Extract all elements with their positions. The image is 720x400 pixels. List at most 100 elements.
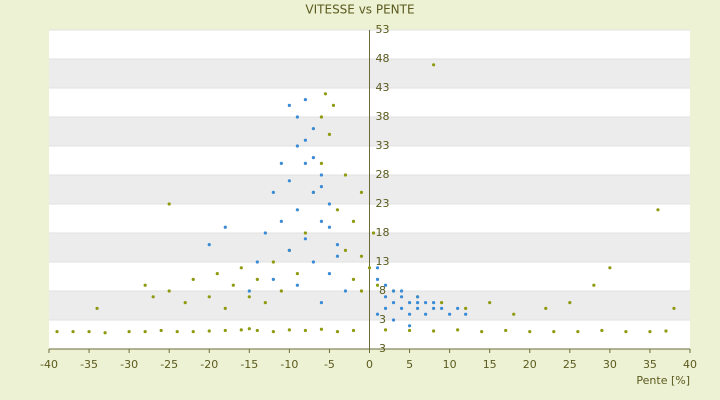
point [331, 103, 336, 107]
point [440, 306, 444, 310]
point [287, 179, 291, 183]
point [327, 272, 332, 276]
point [335, 208, 340, 212]
point [664, 329, 668, 333]
point [223, 306, 227, 310]
point [303, 231, 307, 235]
point [175, 330, 179, 334]
point [383, 306, 388, 310]
point [143, 330, 147, 334]
point [375, 312, 380, 316]
point [191, 277, 195, 281]
point [335, 254, 340, 258]
point [183, 301, 187, 305]
point [399, 289, 404, 293]
point [103, 331, 107, 335]
point [255, 260, 259, 264]
point [432, 63, 436, 67]
point [71, 330, 75, 334]
point [159, 328, 163, 333]
point [351, 277, 356, 281]
point [127, 330, 131, 334]
x-tick-label: 10 [443, 358, 457, 371]
point [456, 306, 460, 310]
point [303, 98, 307, 102]
point [311, 127, 316, 131]
point [223, 225, 227, 229]
point [600, 328, 604, 333]
point [327, 132, 332, 136]
point [415, 301, 420, 305]
point [464, 306, 468, 310]
point [343, 173, 348, 177]
point [335, 243, 340, 247]
point [87, 330, 91, 334]
point [624, 330, 628, 334]
x-tick-label: -10 [280, 358, 298, 371]
point [456, 328, 460, 332]
point [255, 277, 259, 281]
point [239, 266, 243, 270]
point [576, 330, 580, 334]
point [319, 115, 324, 119]
point [319, 301, 324, 305]
x-tick-label: -40 [40, 358, 58, 371]
point [231, 283, 235, 287]
x-tick-label: -5 [324, 358, 335, 371]
point [319, 185, 324, 189]
point [191, 330, 195, 334]
point [311, 260, 316, 264]
point [319, 219, 324, 223]
point [343, 248, 348, 252]
point [279, 289, 283, 293]
point [415, 306, 420, 310]
point [295, 208, 299, 212]
point [528, 330, 532, 334]
point [207, 243, 211, 247]
point [383, 295, 388, 299]
point [399, 306, 404, 310]
point [323, 92, 328, 96]
point [151, 295, 155, 299]
y-tick-label: 28 [376, 168, 390, 181]
point [319, 161, 324, 165]
x-tick-label: -15 [240, 358, 258, 371]
point [568, 301, 572, 305]
point [367, 266, 372, 270]
x-tick-label: -30 [120, 358, 138, 371]
point [143, 283, 147, 287]
point [407, 324, 412, 328]
point [423, 301, 428, 305]
point [271, 260, 275, 264]
point [215, 272, 219, 276]
point [335, 330, 340, 334]
point [383, 328, 388, 332]
point [319, 173, 324, 177]
x-tick-label: 20 [523, 358, 537, 371]
point [303, 161, 307, 165]
x-tick-label: -20 [200, 358, 218, 371]
point [207, 295, 211, 299]
point [295, 283, 299, 287]
chart-title: VITESSE vs PENTE [305, 3, 414, 17]
point [167, 202, 171, 206]
x-tick-label: 0 [366, 358, 373, 371]
point [375, 266, 380, 270]
point [247, 327, 251, 331]
point [271, 277, 275, 281]
y-tick-label: 43 [376, 81, 390, 94]
point [271, 330, 275, 334]
x-tick-label: 5 [406, 358, 413, 371]
point [351, 219, 356, 223]
point [327, 225, 332, 229]
point [440, 301, 444, 305]
point [480, 330, 484, 334]
point [311, 156, 316, 160]
point [512, 312, 516, 316]
point [207, 329, 211, 333]
point [167, 289, 171, 293]
point [407, 328, 412, 333]
y-tick-label: 48 [376, 52, 390, 65]
point [375, 283, 380, 287]
